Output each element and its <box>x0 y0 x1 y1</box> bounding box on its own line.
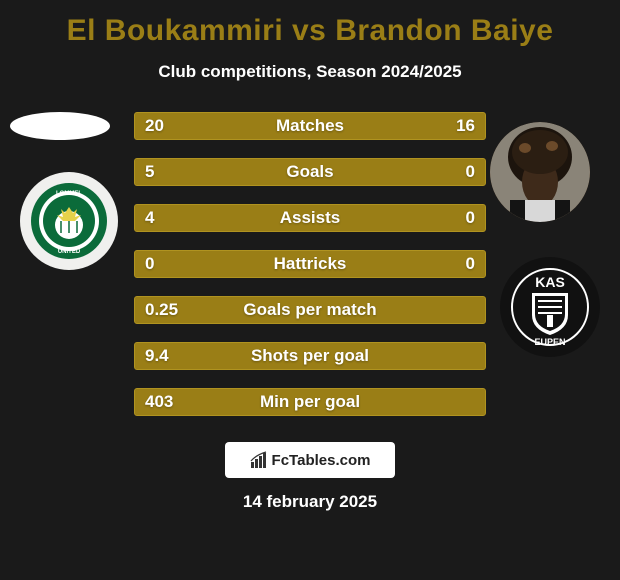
svg-text:LOMMEL: LOMMEL <box>56 191 82 197</box>
stats-list: 20 Matches 16 5 Goals 0 4 Assists 0 0 Ha… <box>134 112 486 416</box>
svg-text:EUPEN: EUPEN <box>534 337 565 347</box>
stat-label: Goals <box>286 162 333 182</box>
stat-row: 5 Goals 0 <box>134 158 486 186</box>
kas-eupen-icon: KAS EUPEN <box>508 265 592 349</box>
stat-row: 9.4 Shots per goal <box>134 342 486 370</box>
club-right-badge: KAS EUPEN <box>500 257 600 357</box>
brand-prefix: Fc <box>272 452 290 469</box>
stat-row: 403 Min per goal <box>134 388 486 416</box>
brand-suffix: Tables.com <box>289 452 370 469</box>
stat-left-value: 5 <box>145 162 154 182</box>
stat-row: 20 Matches 16 <box>134 112 486 140</box>
comparison-panel: LOMMEL UNITED <box>0 112 620 512</box>
stat-left-value: 9.4 <box>145 346 169 366</box>
stat-row: 0 Hattricks 0 <box>134 250 486 278</box>
stat-right-value: 0 <box>466 254 475 274</box>
stat-label: Shots per goal <box>251 346 369 366</box>
brand-text: FcTables.com <box>272 452 371 469</box>
stat-label: Hattricks <box>274 254 347 274</box>
stat-row: 0.25 Goals per match <box>134 296 486 324</box>
stat-left-value: 403 <box>145 392 173 412</box>
club-left-badge: LOMMEL UNITED <box>20 172 118 270</box>
stat-label: Goals per match <box>243 300 376 320</box>
stat-right-value: 16 <box>456 116 475 136</box>
stat-left-value: 0.25 <box>145 300 178 320</box>
stat-label: Matches <box>276 116 344 136</box>
stat-right-value: 0 <box>466 162 475 182</box>
footer-date: 14 february 2025 <box>0 492 620 512</box>
stat-right-value: 0 <box>466 208 475 228</box>
lommel-united-icon: LOMMEL UNITED <box>29 181 109 261</box>
stat-left-value: 4 <box>145 208 154 228</box>
stat-label: Assists <box>280 208 340 228</box>
stat-left-value: 0 <box>145 254 154 274</box>
player-right-avatar <box>490 122 590 222</box>
chart-icon <box>250 451 268 469</box>
stat-row: 4 Assists 0 <box>134 204 486 232</box>
svg-text:UNITED: UNITED <box>58 249 81 255</box>
svg-text:KAS: KAS <box>535 274 565 290</box>
stat-label: Min per goal <box>260 392 360 412</box>
brand-badge: FcTables.com <box>225 442 395 478</box>
page-title: El Boukammiri vs Brandon Baiye <box>0 14 620 48</box>
player-left-avatar <box>10 112 110 140</box>
stat-left-value: 20 <box>145 116 164 136</box>
subtitle: Club competitions, Season 2024/2025 <box>0 62 620 82</box>
